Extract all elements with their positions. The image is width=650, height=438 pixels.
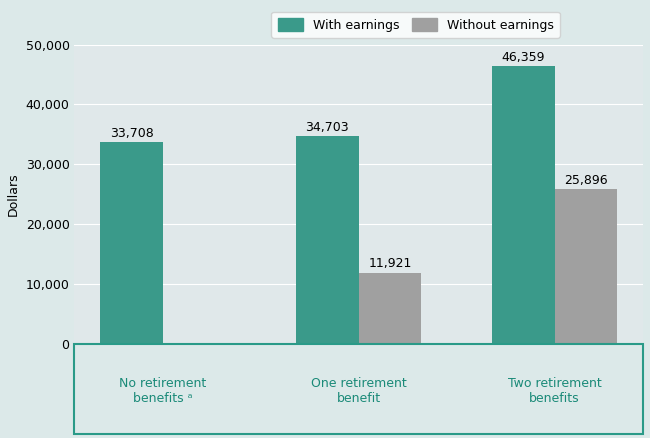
- Bar: [100, 142, 163, 344]
- Bar: [359, 273, 421, 344]
- Legend: With earnings, Without earnings: With earnings, Without earnings: [272, 12, 560, 38]
- Text: Two retirement
benefits: Two retirement benefits: [508, 377, 601, 405]
- Text: No retirement
benefits ᵃ: No retirement benefits ᵃ: [119, 377, 207, 405]
- Bar: [554, 189, 617, 344]
- Text: One retirement
benefit: One retirement benefit: [311, 377, 407, 405]
- Bar: [296, 136, 359, 344]
- Y-axis label: Dollars: Dollars: [7, 173, 20, 216]
- Text: 46,359: 46,359: [501, 51, 545, 64]
- Text: 33,708: 33,708: [110, 127, 153, 140]
- Text: 34,703: 34,703: [306, 121, 349, 134]
- Text: 11,921: 11,921: [369, 258, 411, 270]
- Bar: [492, 67, 554, 344]
- Text: 25,896: 25,896: [564, 173, 608, 187]
